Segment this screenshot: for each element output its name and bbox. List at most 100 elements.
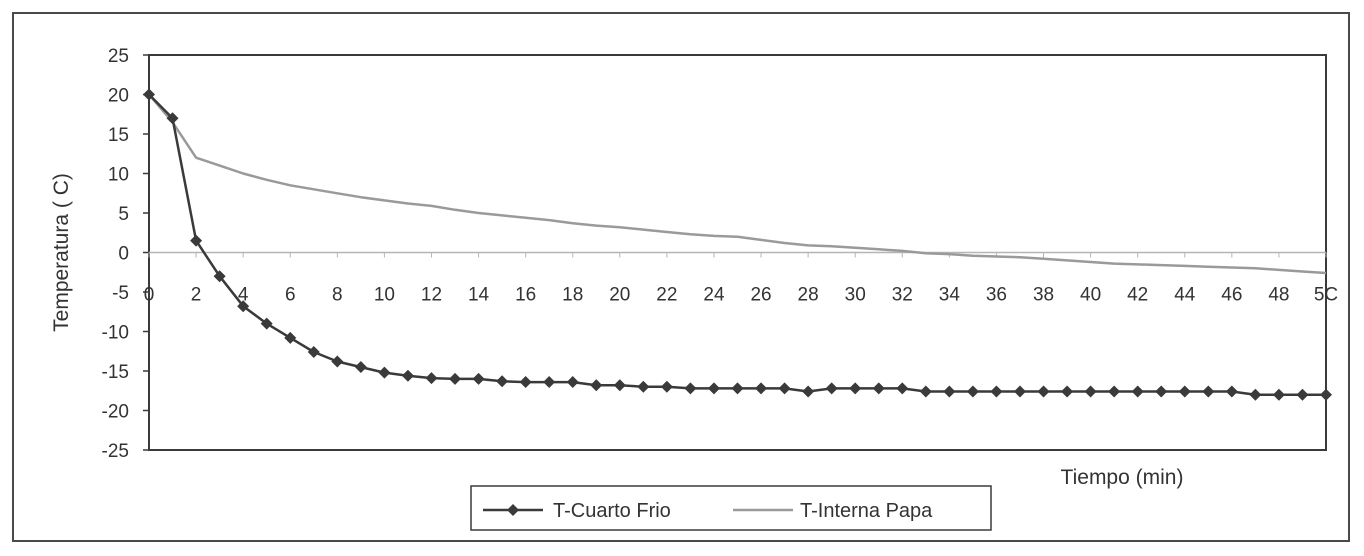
x-tick-label: 26 [750, 285, 771, 306]
x-tick-label: 5C [1314, 285, 1338, 306]
chart-frame [12, 12, 1350, 542]
data-point-t-cuarto-frio [354, 361, 367, 374]
legend-label-t-interna-papa: T-Interna Papa [800, 500, 933, 522]
data-point-t-cuarto-frio [872, 382, 885, 395]
x-tick-label: 24 [703, 285, 725, 306]
data-point-t-cuarto-frio [1155, 385, 1168, 398]
legend-label-t-cuarto-frio: T-Cuarto Frio [553, 500, 671, 522]
x-tick-label: 46 [1221, 285, 1242, 306]
x-tick-label: 8 [332, 285, 343, 306]
data-point-t-cuarto-frio [166, 112, 179, 125]
x-tick-label: 44 [1174, 285, 1196, 306]
y-tick-label: 15 [108, 125, 129, 146]
data-point-t-cuarto-frio [590, 379, 603, 392]
x-tick-label: 48 [1268, 285, 1289, 306]
y-tick-label: -20 [102, 402, 129, 423]
y-tick-label: -10 [102, 323, 129, 344]
data-point-t-cuarto-frio [1084, 385, 1097, 398]
data-point-t-cuarto-frio [684, 382, 697, 395]
data-point-t-cuarto-frio [1108, 385, 1121, 398]
y-tick-label: -25 [102, 441, 129, 462]
x-tick-label: 2 [191, 285, 202, 306]
x-tick-label: 14 [468, 285, 490, 306]
data-point-t-cuarto-frio [472, 372, 485, 385]
x-tick-label: 12 [421, 285, 442, 306]
data-point-t-cuarto-frio [943, 385, 956, 398]
data-point-t-cuarto-frio [990, 385, 1003, 398]
y-tick-label: -15 [102, 362, 129, 383]
data-point-t-cuarto-frio [237, 300, 250, 313]
y-tick-label: -5 [112, 283, 129, 304]
x-tick-label: 32 [892, 285, 913, 306]
data-point-t-cuarto-frio [1178, 385, 1191, 398]
data-point-t-cuarto-frio [1202, 385, 1215, 398]
x-tick-label: 18 [562, 285, 583, 306]
x-tick-label: 0 [144, 285, 155, 306]
x-tick-label: 4 [238, 285, 249, 306]
series-line-t-interna-papa [148, 93, 1327, 275]
y-tick-label: 25 [108, 46, 129, 67]
data-point-t-cuarto-frio [143, 88, 155, 101]
data-point-t-cuarto-frio [1320, 388, 1332, 401]
data-point-t-cuarto-frio [543, 376, 556, 389]
data-point-t-cuarto-frio [707, 382, 720, 395]
legend: T-Cuarto Frio T-Interna Papa [470, 485, 992, 531]
x-tick-label: 6 [285, 285, 296, 306]
data-point-t-cuarto-frio [307, 346, 320, 359]
data-point-t-cuarto-frio [802, 385, 815, 398]
data-point-t-cuarto-frio [1131, 385, 1144, 398]
x-tick-label: 34 [939, 285, 961, 306]
x-axis-title: Tiempo (min) [1061, 466, 1184, 489]
x-tick-label: 28 [798, 285, 819, 306]
y-axis-title: Temperatura ( C) [50, 173, 73, 332]
y-tick-label: 5 [118, 204, 129, 225]
data-point-t-cuarto-frio [1013, 385, 1026, 398]
data-point-t-cuarto-frio [919, 385, 932, 398]
x-tick-label: 38 [1033, 285, 1054, 306]
data-point-t-cuarto-frio [519, 376, 532, 389]
data-point-t-cuarto-frio [496, 375, 509, 388]
data-point-t-cuarto-frio [190, 234, 203, 247]
data-point-t-cuarto-frio [213, 270, 226, 283]
x-tick-label: 22 [656, 285, 677, 306]
data-point-t-cuarto-frio [331, 355, 344, 368]
data-point-t-cuarto-frio [1037, 385, 1050, 398]
data-point-t-cuarto-frio [637, 380, 650, 393]
x-tick-label: 36 [986, 285, 1007, 306]
data-point-t-cuarto-frio [1272, 388, 1285, 401]
y-tick-label: 20 [108, 86, 129, 107]
data-point-t-cuarto-frio [660, 380, 673, 393]
x-tick-label: 20 [609, 285, 630, 306]
data-point-t-cuarto-frio [378, 366, 391, 379]
x-tick-label: 16 [515, 285, 536, 306]
data-point-t-cuarto-frio [896, 382, 909, 395]
data-point-t-cuarto-frio [849, 382, 862, 395]
y-tick-label: 0 [118, 244, 129, 265]
data-point-t-cuarto-frio [401, 369, 414, 382]
x-tick-label: 42 [1127, 285, 1148, 306]
data-point-t-cuarto-frio [566, 376, 579, 389]
x-tick-label: 10 [374, 285, 395, 306]
legend-marker-t-cuarto-frio [507, 504, 519, 516]
data-point-t-cuarto-frio [613, 379, 626, 392]
data-point-t-cuarto-frio [425, 372, 438, 385]
data-point-t-cuarto-frio [260, 317, 273, 330]
data-point-t-cuarto-frio [825, 382, 838, 395]
data-point-t-cuarto-frio [449, 372, 462, 385]
series-line-t-cuarto-frio [148, 93, 1326, 396]
data-point-t-cuarto-frio [1249, 388, 1262, 401]
data-point-t-cuarto-frio [731, 382, 744, 395]
data-point-t-cuarto-frio [1296, 388, 1309, 401]
x-tick-label: 30 [845, 285, 866, 306]
x-axis-ticks: 0 2 4 6 8 10 12 14 16 18 20 22 24 26 28 30 32 34 36 38 40 42 4… [144, 252, 1338, 306]
legend-box [470, 485, 992, 531]
data-point-t-cuarto-frio [966, 385, 979, 398]
data-point-t-cuarto-frio [1061, 385, 1074, 398]
data-point-t-cuarto-frio [284, 331, 297, 344]
data-point-t-cuarto-frio [778, 382, 791, 395]
data-point-t-cuarto-frio [755, 382, 768, 395]
y-tick-label: 10 [108, 165, 129, 186]
y-axis-ticks: 25 20 15 10 5 0 -5 -10 -15 -20 -25 [102, 46, 149, 462]
data-point-t-cuarto-frio [1225, 385, 1238, 398]
